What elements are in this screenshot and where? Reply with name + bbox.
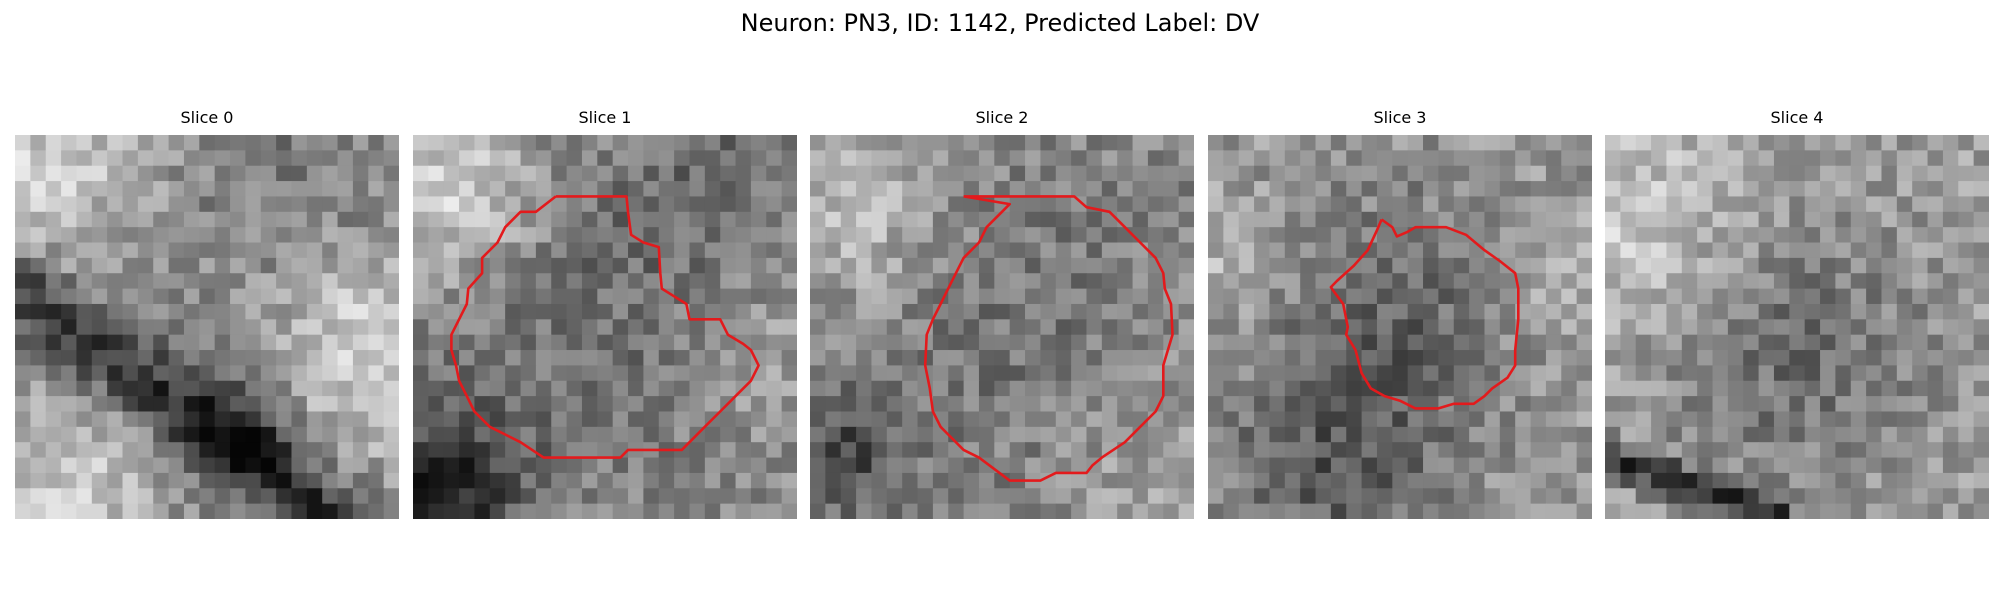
slice-title: Slice 3 [1373, 108, 1427, 127]
slice-title: Slice 4 [1770, 108, 1824, 127]
slice-image [413, 135, 797, 519]
slice-title: Slice 2 [975, 108, 1029, 127]
figure-title: Neuron: PN3, ID: 1142, Predicted Label: … [740, 9, 1260, 37]
segmentation-contour [1329, 218, 1520, 410]
slice-image [810, 135, 1194, 519]
slice-image [1208, 135, 1592, 519]
slice-image [15, 135, 399, 519]
slice-image [1605, 135, 1989, 519]
slice-title: Slice 0 [180, 108, 234, 127]
segmentation-contour [450, 195, 760, 459]
segmentation-contour [923, 195, 1174, 482]
slice-title: Slice 1 [578, 108, 632, 127]
